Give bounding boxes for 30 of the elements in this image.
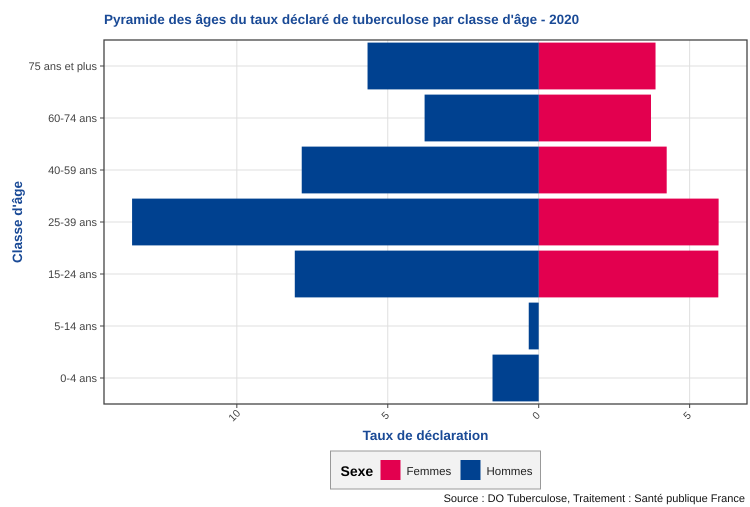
legend-label: Femmes <box>406 466 452 478</box>
bar <box>492 354 539 402</box>
bar <box>424 94 539 142</box>
bar <box>538 146 667 194</box>
y-tick-label: 60-74 ans <box>48 113 98 125</box>
bar <box>368 42 539 90</box>
source-note: Source : DO Tuberculose, Traitement : Santé publique France <box>444 493 745 505</box>
x-tick-label: 0 <box>530 409 543 422</box>
x-axis-title: Taux de déclaration <box>362 428 488 443</box>
legend-label: Hommes <box>486 466 533 478</box>
bar <box>538 42 656 90</box>
y-tick-label: 15-24 ans <box>48 269 98 281</box>
x-tick-label: 5 <box>681 409 694 422</box>
x-tick-label: 10 <box>226 407 244 424</box>
y-tick-label: 0-4 ans <box>60 373 98 385</box>
bar <box>132 198 539 246</box>
bar <box>538 250 718 298</box>
bar <box>528 302 539 350</box>
y-axis-title: Classe d'âge <box>10 180 25 264</box>
legend-title: Sexe <box>340 463 374 479</box>
x-tick-label: 5 <box>379 409 392 422</box>
bar <box>302 146 539 194</box>
bar <box>538 198 719 246</box>
y-tick-label: 25-39 ans <box>48 217 98 229</box>
y-tick-label: 5-14 ans <box>54 321 98 333</box>
bar <box>294 250 539 298</box>
chart-title: Pyramide des âges du taux déclaré de tuberculose par classe d'âge - 2020 <box>104 12 580 27</box>
y-tick-label: 75 ans et plus <box>28 61 98 73</box>
bar <box>538 94 652 142</box>
y-tick-label: 40-59 ans <box>48 165 98 177</box>
